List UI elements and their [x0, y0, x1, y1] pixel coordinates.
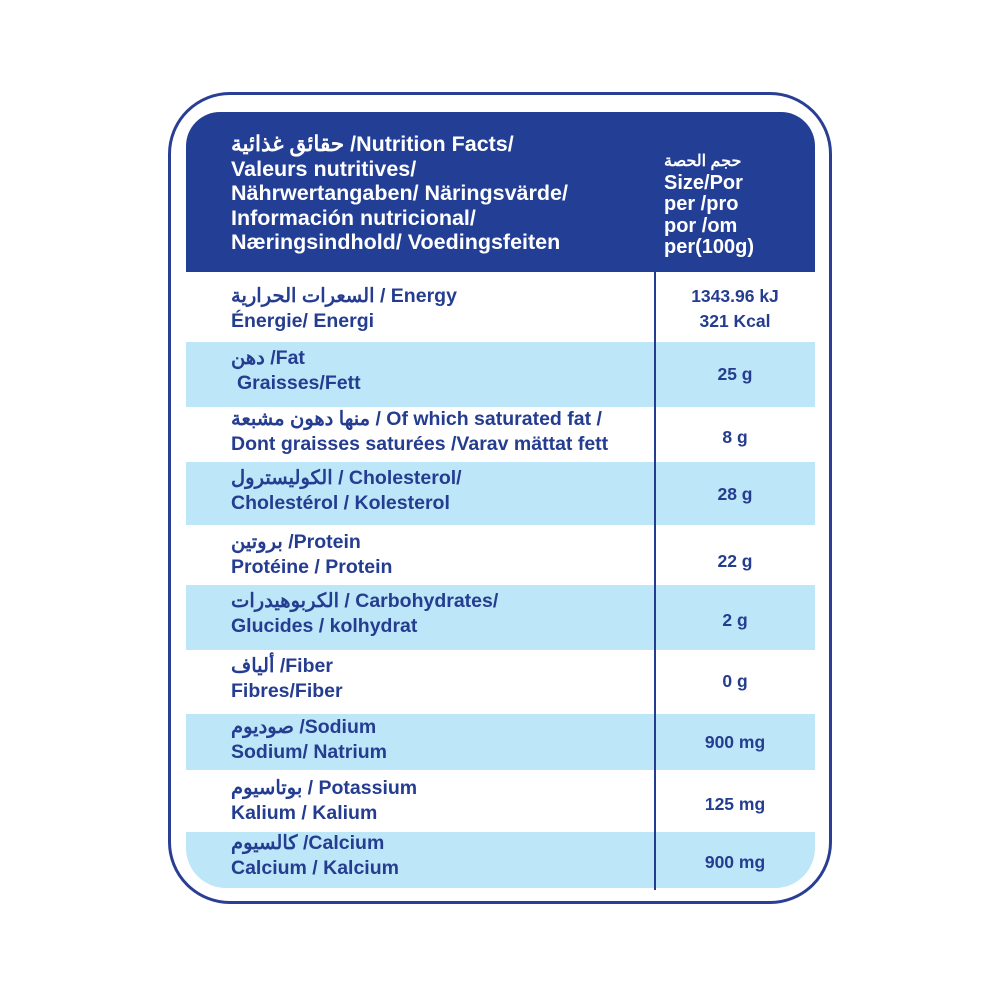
arabic-label: بوتاسيوم [231, 777, 303, 799]
arabic-label: صوديوم [231, 716, 294, 738]
label-line2: Cholestérol / Kolesterol [231, 492, 450, 514]
nutrient-row-fat: دهن /Fat Graisses/Fett 25 g [186, 342, 815, 407]
nutrient-value: 8 g [655, 425, 815, 450]
nutrient-label: الكربوهيدرات / Carbohydrates/ Glucides /… [231, 589, 498, 639]
arabic-label: بروتين [231, 531, 283, 553]
nutrient-label: بوتاسيوم / Potassium Kalium / Kalium [231, 776, 417, 826]
arabic-label: الكوليسترول [231, 467, 333, 489]
nutrient-value: 28 g [655, 482, 815, 507]
value: 0 g [722, 671, 748, 691]
serving-size-header: حجم الحصة Size/Por per /pro por /om per(… [664, 150, 754, 259]
value: 900 mg [704, 852, 766, 872]
label-line1: /Protein [288, 531, 361, 553]
label-line1: / Potassium [307, 777, 418, 799]
label-line1: /Fiber [279, 655, 333, 677]
nutrient-label: السعرات الحرارية / Energy Énergie/ Energ… [231, 284, 457, 334]
arabic-label: دهن [231, 347, 265, 369]
serving-line: per(100g) [664, 236, 755, 258]
arabic-label: منها دهون مشبعة [231, 408, 371, 430]
title-arabic: حقائق غذائية [231, 132, 345, 156]
nutrient-row-calcium: كالسيوم /Calcium Calcium / Kalcium 900 m… [186, 832, 815, 888]
label-line2: Protéine / Protein [231, 556, 393, 578]
nutrient-label: دهن /Fat Graisses/Fett [231, 346, 361, 396]
label-line1: /Calcium [303, 832, 385, 854]
value: 900 mg [704, 732, 766, 752]
label-line2: Fibres/Fiber [231, 680, 343, 702]
value-secondary: 321 Kcal [699, 311, 771, 331]
label-line2: Énergie/ Energi [231, 310, 375, 332]
label-line2: Graisses/Fett [237, 372, 361, 394]
title-line: Nährwertangaben/ Näringsvärde/ [231, 181, 568, 205]
nutrient-value: 900 mg [655, 730, 815, 755]
value: 22 g [717, 551, 753, 571]
value: 8 g [722, 427, 748, 447]
nutrient-label: كالسيوم /Calcium Calcium / Kalcium [231, 831, 399, 881]
nutrient-value: 2 g [655, 608, 815, 633]
label-line2: Calcium / Kalcium [231, 857, 399, 879]
nutrient-value: 22 g [655, 549, 815, 574]
nutrient-label: صوديوم /Sodium Sodium/ Natrium [231, 715, 387, 765]
title-line: Información nutricional/ [231, 205, 476, 230]
label-line2: Glucides / kolhydrat [231, 615, 418, 637]
value: 25 g [717, 364, 753, 384]
nutrient-row-fiber: ألياف /Fiber Fibres/Fiber 0 g [186, 650, 815, 714]
value: 2 g [722, 610, 748, 630]
value: 28 g [717, 484, 753, 504]
nutrient-value: 125 mg [655, 792, 815, 817]
label-line1: / Carbohydrates/ [344, 590, 499, 612]
nutrient-row-cholesterol: الكوليسترول / Cholesterol/ Cholestérol /… [186, 462, 815, 525]
serving-line: per /pro [664, 193, 739, 215]
label-line1: / Of which saturated fat / [375, 408, 602, 430]
label-line1: / Energy [379, 285, 457, 307]
nutrient-label: بروتين /Protein Protéine / Protein [231, 530, 392, 580]
nutrient-row-energy: السعرات الحرارية / Energy Énergie/ Energ… [186, 272, 815, 342]
nutrient-value: 0 g [655, 669, 815, 694]
label-line2: Kalium / Kalium [231, 802, 378, 824]
nutrient-row-protein: بروتين /Protein Protéine / Protein 22 g [186, 525, 815, 585]
arabic-label: الكربوهيدرات [231, 590, 339, 612]
label-line1: /Sodium [299, 716, 377, 738]
nutrient-label: ألياف /Fiber Fibres/Fiber [231, 654, 343, 704]
nutrient-label: الكوليسترول / Cholesterol/ Cholestérol /… [231, 466, 462, 516]
label-frame [168, 92, 832, 904]
serving-line: por /om [664, 214, 738, 237]
nutrient-row-sodium: صوديوم /Sodium Sodium/ Natrium 900 mg [186, 714, 815, 770]
value: 1343.96 kJ [691, 286, 779, 306]
value: 125 mg [704, 794, 766, 814]
nutrient-value: 900 mg [655, 850, 815, 875]
title-line: /Nutrition Facts/ [350, 132, 514, 156]
arabic-label: ألياف [231, 655, 275, 677]
serving-arabic: حجم الحصة [664, 153, 742, 170]
title-line: Næringsindhold/ Voedingsfeiten [231, 230, 561, 254]
nutrient-value: 1343.96 kJ 321 Kcal [655, 284, 815, 334]
nutrient-row-potassium: بوتاسيوم / Potassium Kalium / Kalium 125… [186, 770, 815, 832]
column-divider [654, 272, 656, 890]
label-line1: /Fat [270, 347, 305, 369]
label-line2: Sodium/ Natrium [231, 741, 388, 763]
serving-line: Size/Por [664, 171, 743, 194]
title-line: Valeurs nutritives/ [231, 156, 417, 181]
arabic-label: السعرات الحرارية [231, 285, 375, 307]
table-header: حقائق غذائية /Nutrition Facts/ Valeurs n… [186, 112, 815, 272]
arabic-label: كالسيوم [231, 832, 298, 854]
nutrient-label: منها دهون مشبعة / Of which saturated fat… [231, 407, 608, 457]
label-line1: / Cholesterol/ [338, 467, 462, 489]
nutrient-row-saturated-fat: منها دهون مشبعة / Of which saturated fat… [186, 407, 815, 462]
nutrient-row-carbohydrates: الكربوهيدرات / Carbohydrates/ Glucides /… [186, 585, 815, 650]
nutrient-value: 25 g [655, 362, 815, 387]
table-title: حقائق غذائية /Nutrition Facts/ Valeurs n… [231, 132, 568, 255]
label-line2: Dont graisses saturées /Varav mättat fet… [231, 433, 609, 455]
